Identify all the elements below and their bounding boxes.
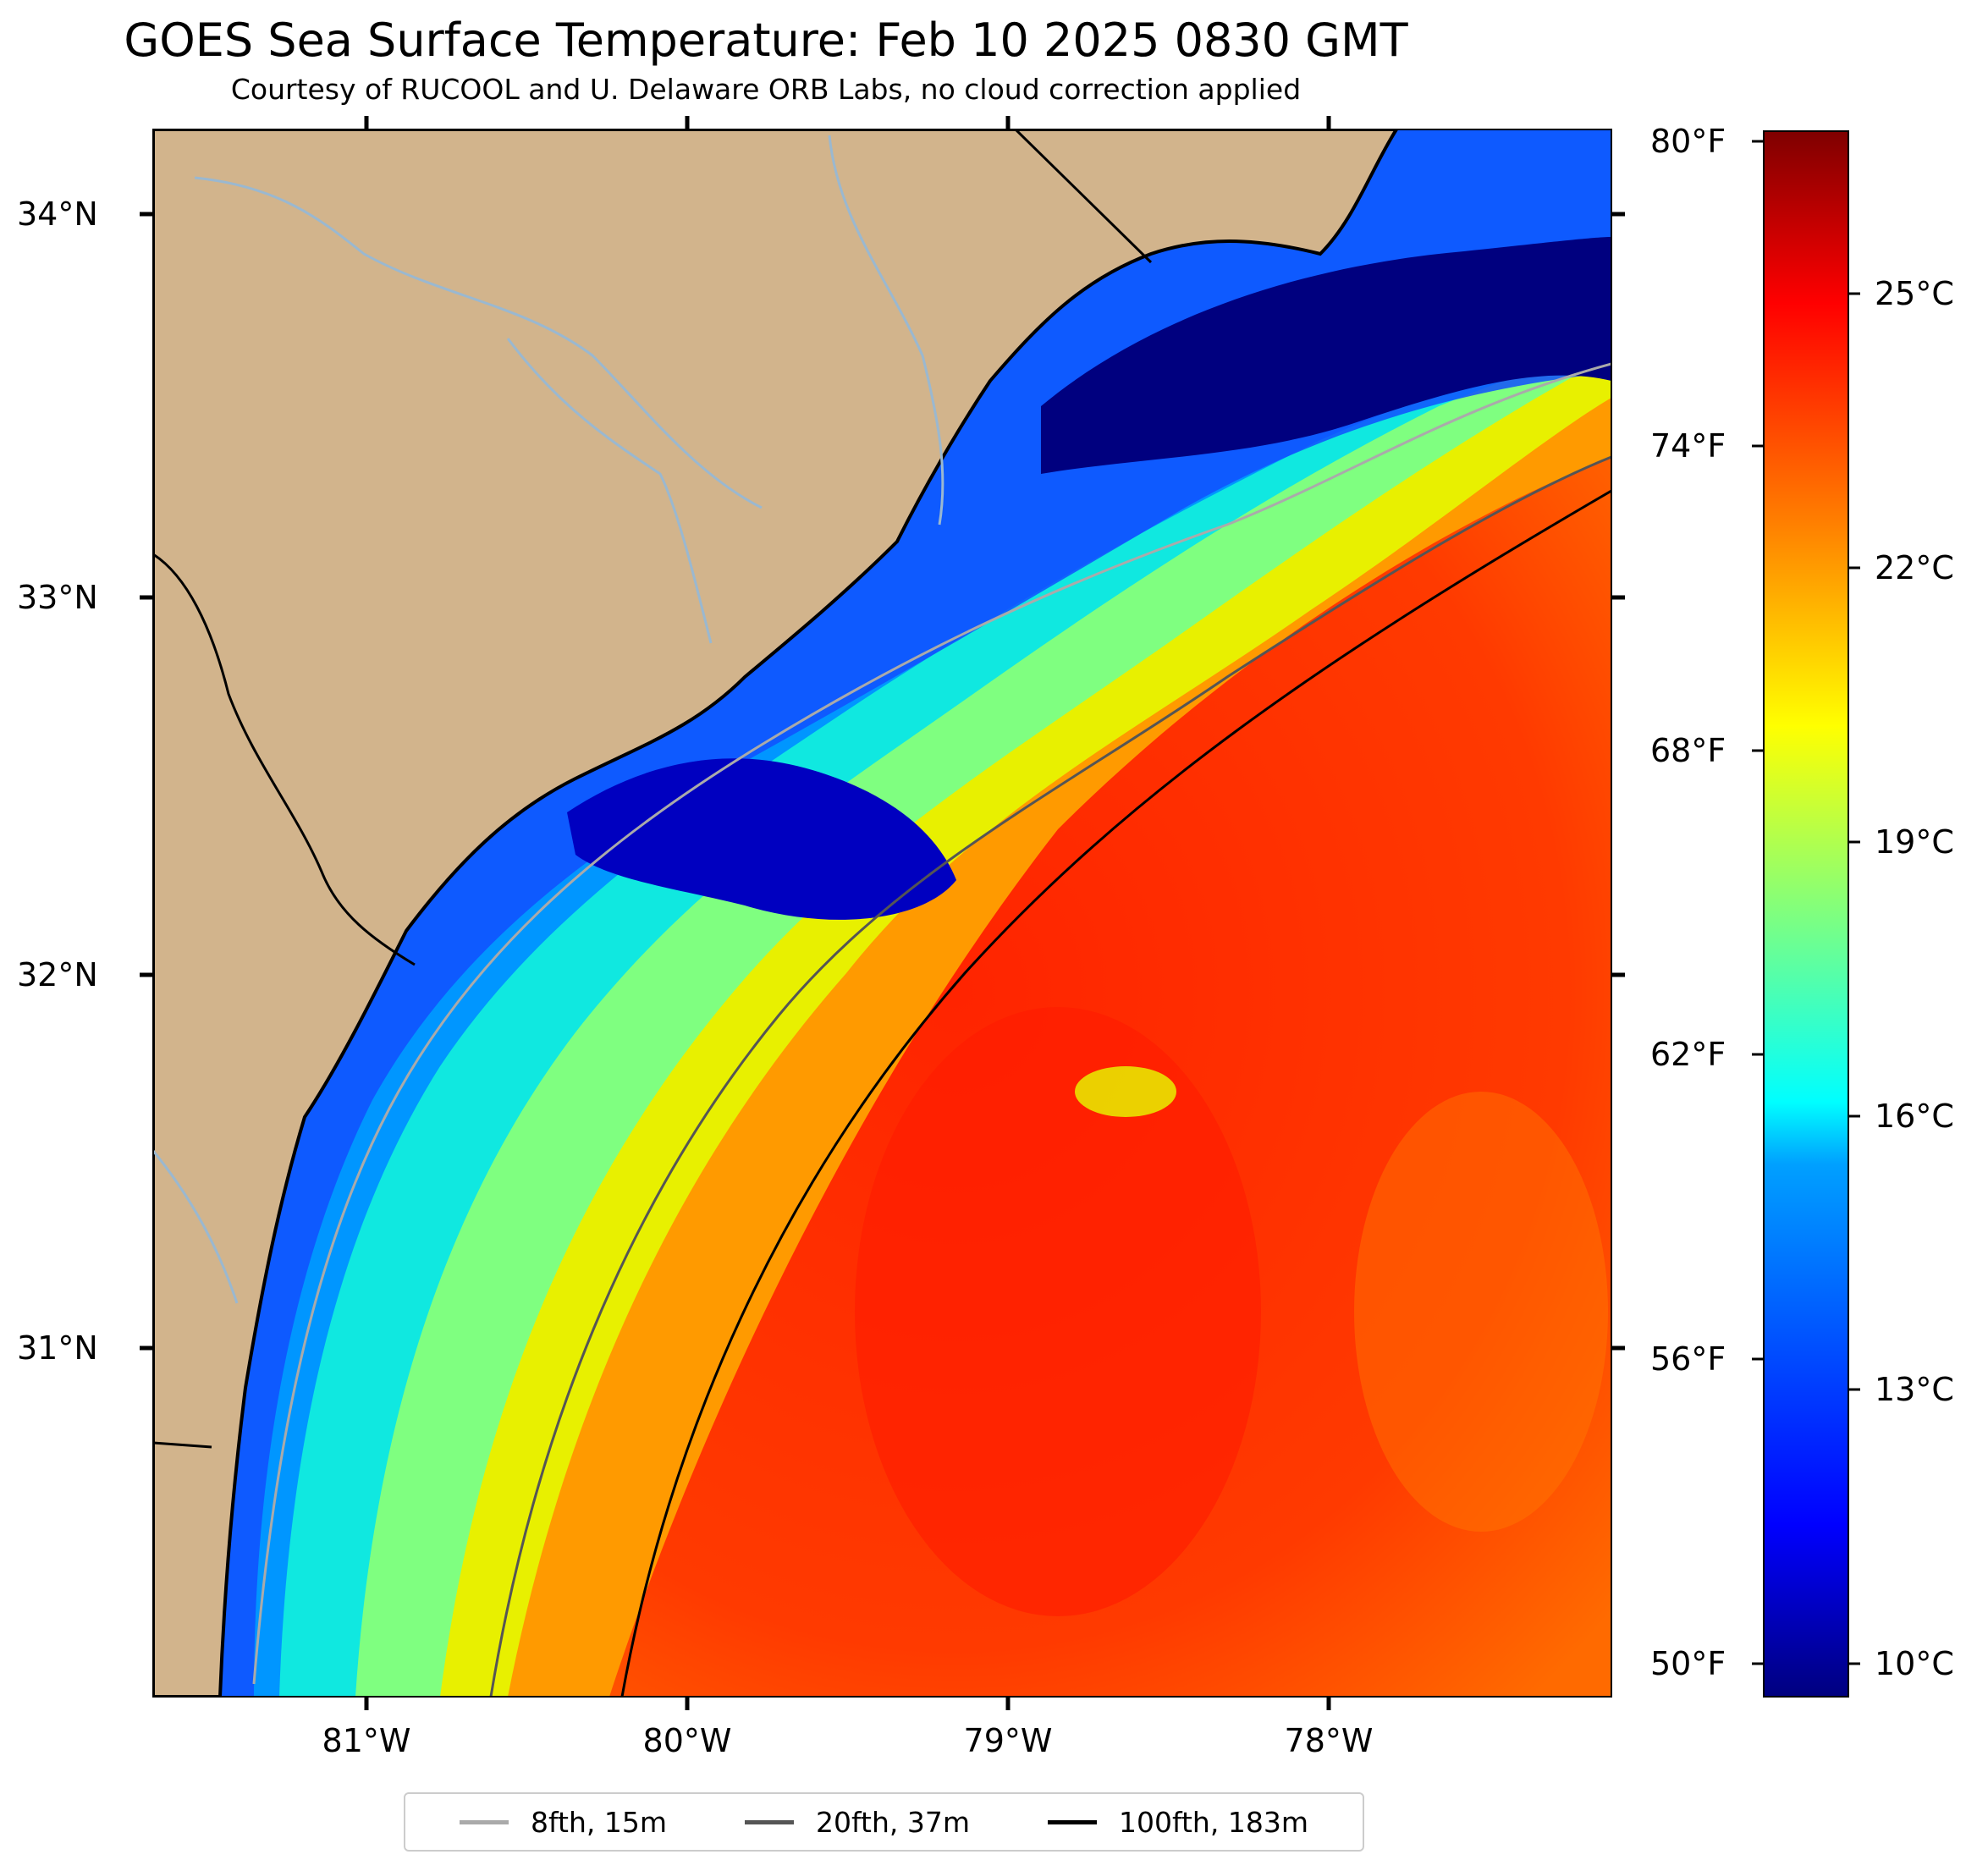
map-title: GOES Sea Surface Temperature: Feb 10 202…: [124, 14, 1408, 67]
lon-label-80w: 80°W: [642, 1722, 732, 1759]
contour-100fth: [620, 489, 1611, 1697]
lat-label-34n: 34°N: [17, 195, 98, 233]
river-1: [194, 176, 763, 509]
river-3: [506, 338, 713, 644]
map-area: [153, 129, 1611, 1697]
lon-label-81w: 81°W: [322, 1722, 411, 1759]
lon-label-79w: 79°W: [963, 1722, 1053, 1759]
contour-8fth: [252, 362, 1611, 1685]
lon-label-78w: 78°W: [1284, 1722, 1374, 1759]
lat-label-32n: 32°N: [17, 956, 98, 993]
tick-marks: [140, 116, 1625, 1710]
cool-filament: [1075, 1066, 1176, 1117]
state-boundary-sc-ga: [153, 553, 416, 966]
land-mass: [153, 129, 1399, 1697]
legend-swatch-8fth: [459, 1819, 509, 1824]
colorbar-label-62f: 62°F: [1650, 1036, 1726, 1073]
colorbar-label-74f: 74°F: [1650, 427, 1726, 465]
colorbar-label-68f: 68°F: [1650, 732, 1726, 769]
orange-swirl: [1354, 1092, 1608, 1532]
colorbar-label-19c: 19°C: [1875, 823, 1954, 861]
contour-20fth: [489, 455, 1611, 1697]
state-boundary-nc-sc: [1014, 129, 1153, 264]
colorbar-label-50f: 50°F: [1650, 1645, 1726, 1682]
map-frame: [152, 129, 1612, 1698]
legend-swatch-20fth: [744, 1819, 794, 1824]
warm-eddy: [855, 1007, 1261, 1616]
map-subtitle: Courtesy of RUCOOL and U. Delaware ORB L…: [230, 73, 1302, 106]
legend-item-8fth: 8fth, 15m: [459, 1805, 667, 1839]
colorbar-label-25c: 25°C: [1875, 275, 1954, 312]
colorbar-label-22c: 22°C: [1875, 549, 1954, 586]
colorbar-label-56f: 56°F: [1650, 1340, 1726, 1378]
colorbar-ticks: [1752, 140, 1860, 1665]
river-4: [153, 1150, 239, 1304]
legend-swatch-100fth: [1047, 1819, 1097, 1824]
colorbar: [1763, 130, 1849, 1698]
legend-item-20fth: 20fth, 37m: [744, 1805, 970, 1839]
colorbar-label-16c: 16°C: [1875, 1098, 1954, 1135]
legend-label-20fth: 20fth, 37m: [815, 1805, 970, 1839]
legend-item-100fth: 100fth, 183m: [1047, 1805, 1308, 1839]
cold-patch-mid: [567, 758, 956, 920]
lat-label-31n: 31°N: [17, 1329, 98, 1367]
colorbar-label-80f: 80°F: [1650, 123, 1726, 160]
cold-patch-north: [1041, 237, 1611, 474]
legend-label-100fth: 100fth, 183m: [1118, 1805, 1308, 1839]
colorbar-label-10c: 10°C: [1875, 1645, 1954, 1682]
state-boundary-ga-fl: [153, 1441, 212, 1449]
legend-label-8fth: 8fth, 15m: [530, 1805, 667, 1839]
river-2: [828, 135, 944, 526]
lat-label-33n: 33°N: [17, 579, 98, 616]
colorbar-label-13c: 13°C: [1875, 1371, 1954, 1408]
contour-legend: 8fth, 15m 20fth, 37m 100fth, 183m: [404, 1792, 1364, 1852]
